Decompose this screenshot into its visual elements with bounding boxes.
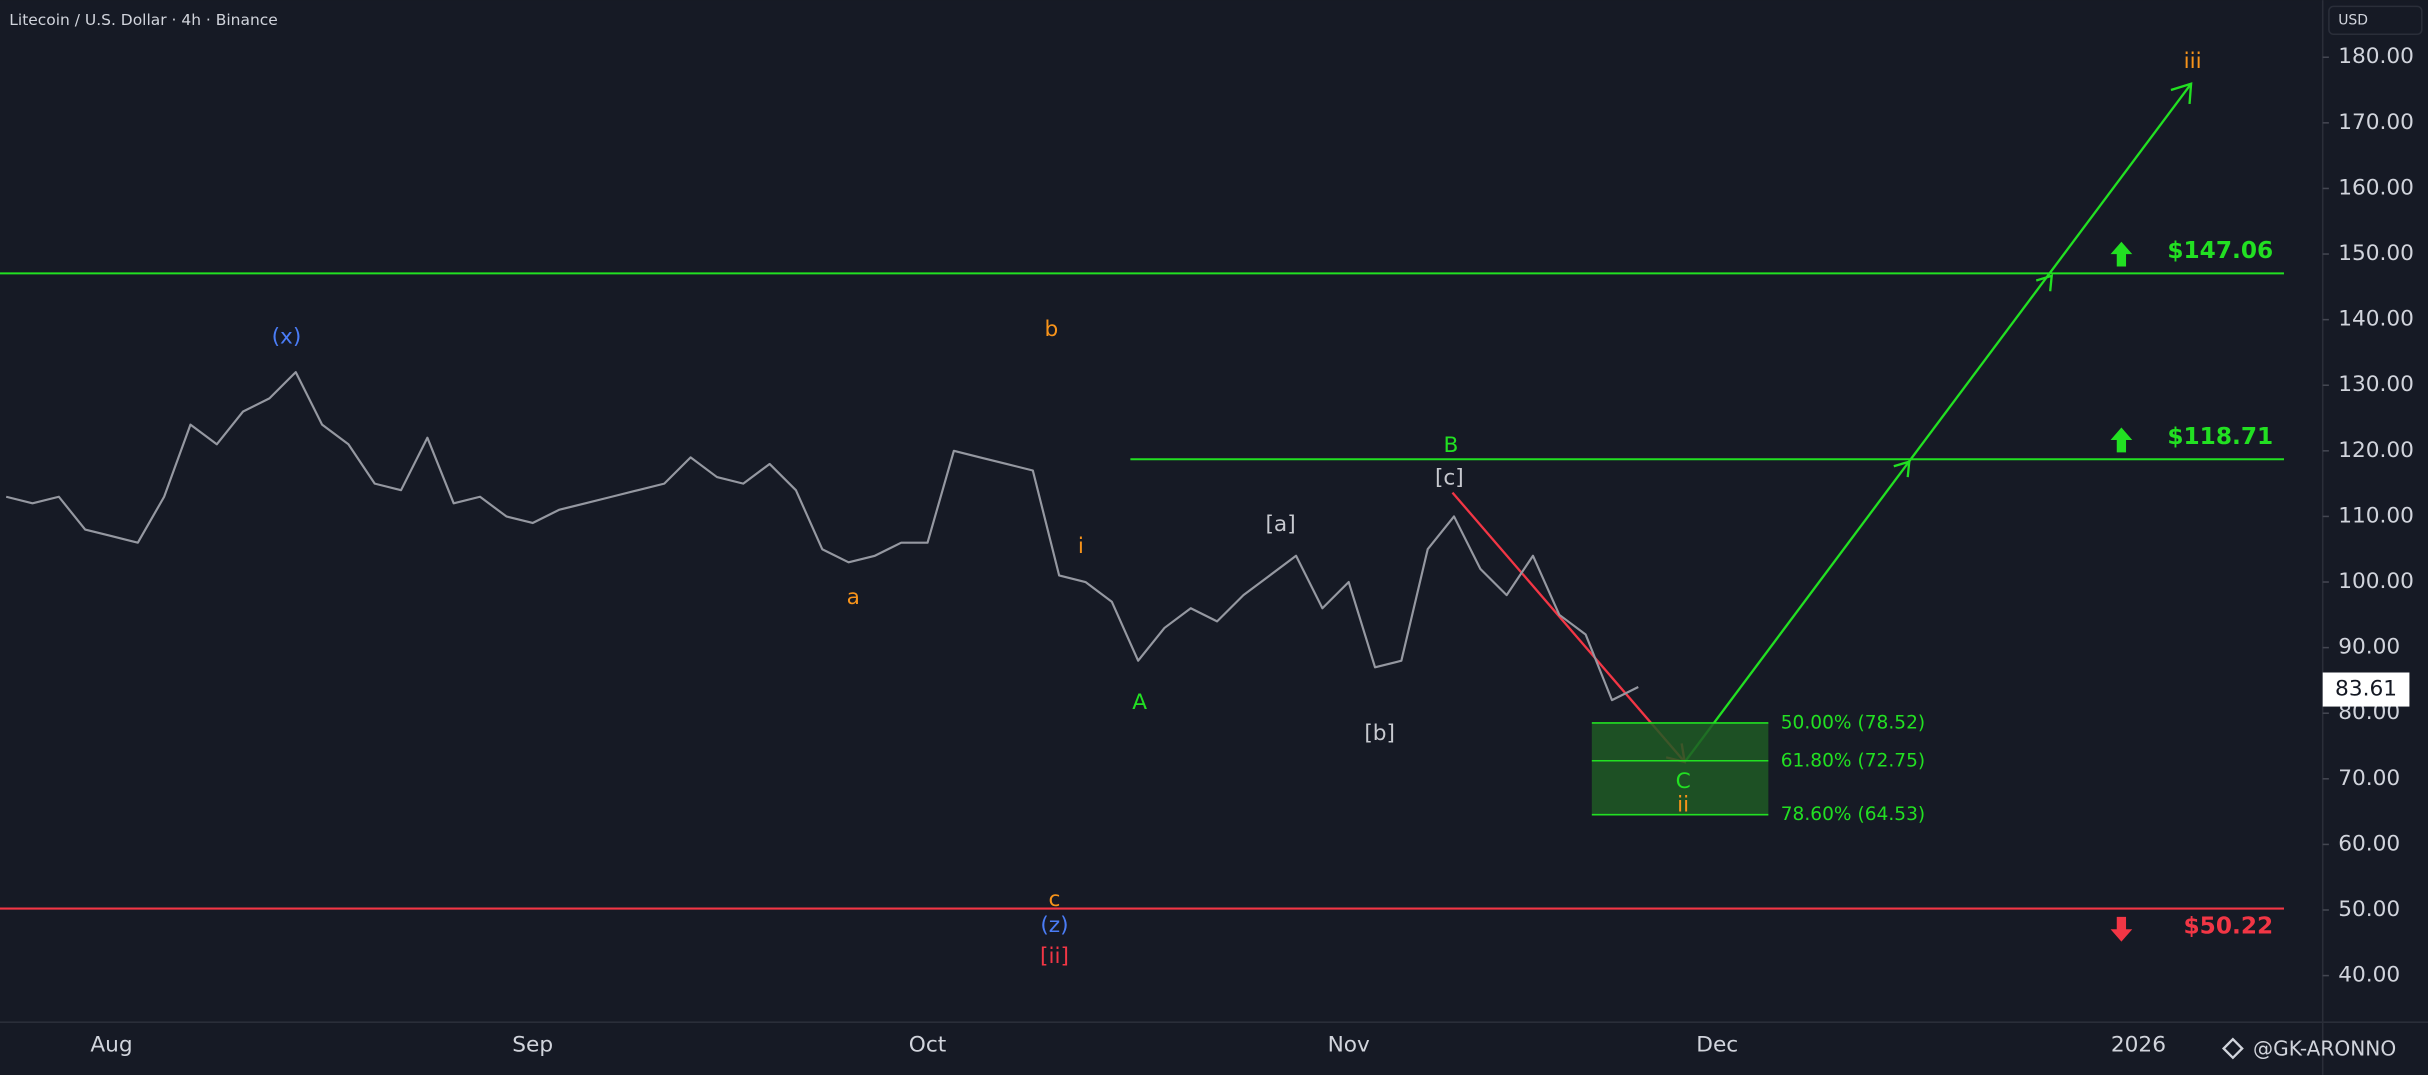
green-projection: [1683, 82, 2193, 763]
fib-zone: [1591, 722, 1769, 815]
level-icons: [2110, 241, 2133, 942]
up-icon: [2110, 427, 2133, 453]
last-price-box: [2322, 672, 2410, 707]
up-icon: [2110, 241, 2133, 267]
y-tick-label: 90.00: [2338, 635, 2400, 660]
y-tick-label: 50.00: [2338, 897, 2400, 922]
watermark-icon: [2221, 1037, 2244, 1060]
currency: USD: [2338, 12, 2368, 28]
y-tick-label: 170.00: [2338, 110, 2414, 135]
wave-label: ii: [1677, 792, 1689, 817]
y-tick-label: 100.00: [2338, 569, 2414, 594]
y-tick-label: 120.00: [2338, 438, 2414, 463]
last-price: 83.61: [2335, 677, 2397, 702]
level-label: $50.22: [2184, 913, 2274, 940]
y-tick-label: 40.00: [2338, 963, 2400, 988]
wave-label: c: [1049, 887, 1061, 912]
y-tick-label: 60.00: [2338, 831, 2400, 856]
x-tick-label: Oct: [909, 1032, 946, 1057]
arrow-line: [1451, 491, 1686, 763]
wave-label: B: [1443, 433, 1458, 458]
wave-label: i: [1078, 534, 1084, 559]
fib-label: 50.00% (78.52): [1781, 712, 1925, 733]
y-tick-label: 110.00: [2338, 503, 2414, 528]
wave-label: b: [1045, 317, 1059, 342]
x-tick-label: Nov: [1328, 1032, 1370, 1057]
y-tick-label: 150.00: [2338, 241, 2414, 266]
wave-label: [ii]: [1040, 944, 1069, 969]
x-tick-label: Aug: [90, 1032, 132, 1057]
arrow-line: [1683, 83, 2193, 763]
y-tick-label: 140.00: [2338, 307, 2414, 332]
x-tick-label: 2026: [2111, 1032, 2166, 1057]
currency-box: [2328, 5, 2423, 36]
level-label: $147.06: [2167, 237, 2273, 264]
y-tick-label: 180.00: [2338, 44, 2414, 69]
arrow-head: [1893, 460, 1911, 478]
wave-label: iii: [2184, 49, 2202, 74]
arrow-head: [2170, 82, 2193, 105]
wave-label: [a]: [1265, 512, 1295, 537]
down-icon: [2110, 916, 2133, 942]
logo: [2221, 1037, 2244, 1060]
wave-label: a: [847, 585, 860, 610]
wave-label: [c]: [1435, 466, 1464, 491]
wave-label: A: [1132, 690, 1147, 715]
wave-label: (x): [272, 325, 302, 350]
x-tick-label: Dec: [1696, 1032, 1738, 1057]
wave-label: [b]: [1364, 721, 1395, 746]
fib-label: 78.60% (64.53): [1781, 804, 1925, 825]
price-line: [5, 371, 1639, 702]
y-tick-label: 130.00: [2338, 372, 2414, 397]
y-tick-label: 160.00: [2338, 175, 2414, 200]
chart-title: Litecoin / U.S. Dollar · 4h · Binance: [9, 11, 277, 29]
watermark: @GK-ARONNO: [2253, 1037, 2396, 1061]
level-label: $118.71: [2167, 423, 2273, 450]
wave-label: C: [1676, 769, 1691, 794]
x-tick-label: Sep: [512, 1032, 553, 1057]
fib-label: 61.80% (72.75): [1781, 750, 1925, 771]
arrow-head: [2035, 274, 2054, 292]
y-tick-label: 70.00: [2338, 766, 2400, 791]
wave-label: (z): [1040, 913, 1068, 938]
